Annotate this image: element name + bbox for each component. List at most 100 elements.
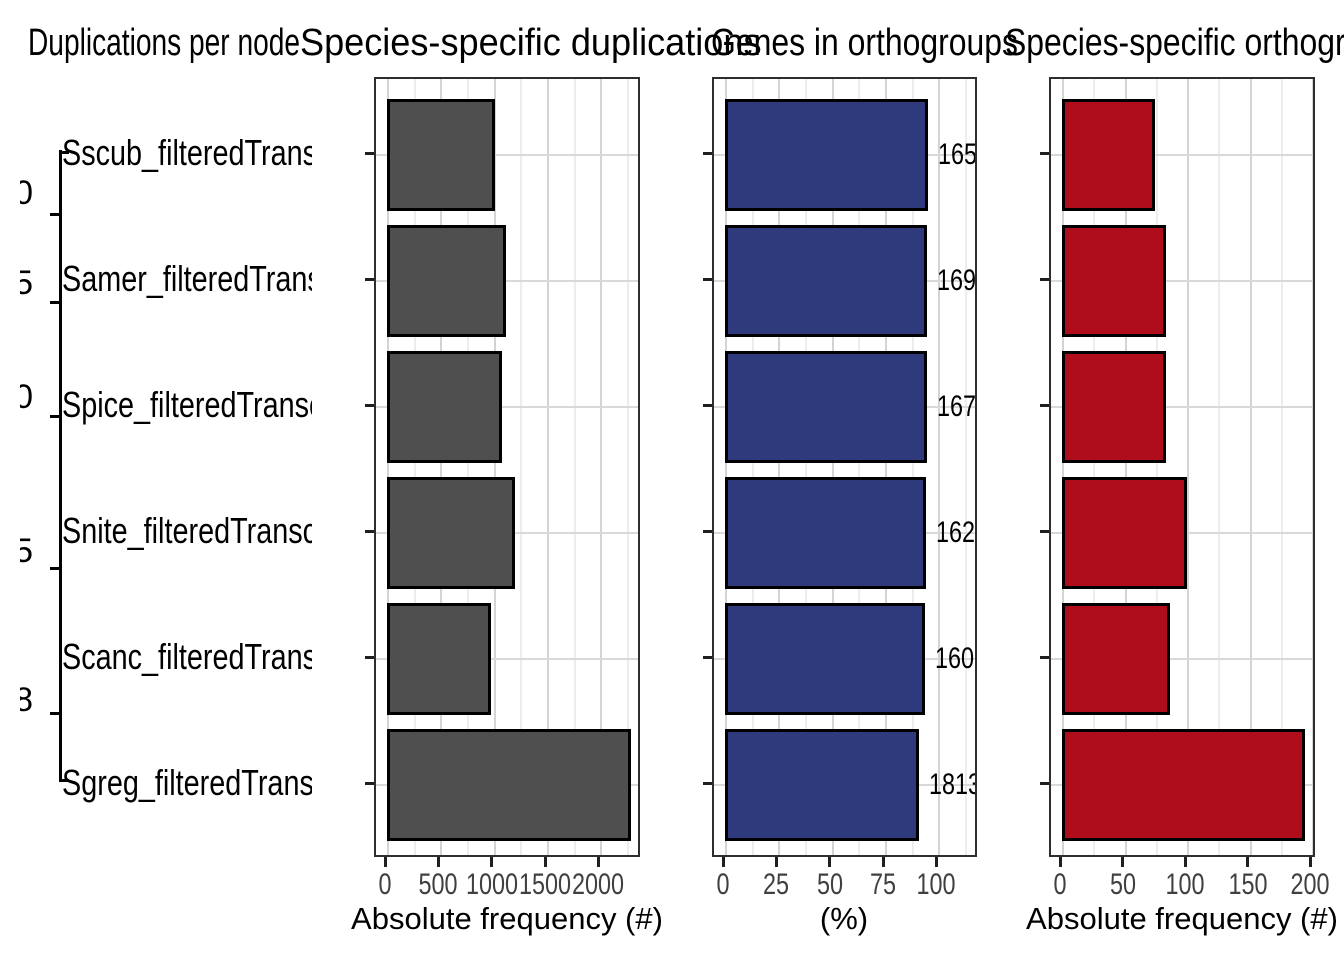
gridline-minor (858, 79, 861, 855)
panel-title-species-specific-duplications: Species-specific duplications (300, 22, 786, 64)
bar (1062, 99, 1155, 211)
species-label-text: Sscub_filteredTranscripts (62, 133, 312, 173)
gridline-major (1187, 79, 1189, 855)
x-tick (1058, 857, 1062, 867)
gridline-horizontal (1051, 280, 1313, 282)
bar-value-label: 162 (935, 516, 975, 549)
x-tick-label: 1500 (518, 868, 572, 901)
gridline-horizontal (1051, 154, 1313, 156)
tree-branch (50, 712, 60, 715)
x-tick-label: 200 (1290, 868, 1330, 901)
tree-branch (50, 567, 60, 570)
bar (725, 477, 926, 589)
bar (1062, 477, 1187, 589)
x-tick-label: 500 (418, 868, 458, 901)
gridline-major (885, 79, 888, 855)
tree-branch (60, 779, 69, 782)
gridline-minor (413, 79, 416, 855)
gridline-major (387, 79, 389, 855)
y-tick (703, 403, 712, 407)
tree-branch (50, 301, 60, 304)
y-tick (703, 655, 712, 659)
gridline-major (938, 79, 941, 855)
bar-value-label: 160 (934, 642, 975, 675)
panel-title-species-specific-orthogroups: Species-specific orthogroups (1005, 22, 1344, 64)
x-tick (1183, 857, 1187, 867)
gridline-minor (751, 79, 754, 855)
gridline-horizontal (376, 154, 638, 156)
species-label-text: Sgreg_filteredTranscripts (62, 763, 312, 803)
panel-genes-in-orthogroups: 165 169 167 162 160 1813 (712, 77, 977, 857)
gridline-major (1249, 79, 1252, 855)
gridline-minor (467, 79, 470, 855)
x-tick (1121, 857, 1124, 867)
tree-node-label: 0 (20, 378, 33, 416)
x-tick-label: 150 (1227, 868, 1268, 901)
tree-node-label: 5 (20, 264, 33, 302)
x-tick (828, 857, 832, 867)
y-tick (365, 655, 374, 659)
tree-trunk-line (59, 150, 62, 782)
tree-node-label: 8 (20, 681, 33, 719)
x-tick (1308, 857, 1312, 867)
species-label: Spice_filteredTranscripts (62, 385, 312, 425)
x-tick-label: 2000 (572, 868, 625, 901)
x-tick (383, 857, 387, 867)
y-tick (703, 781, 712, 785)
x-tick-label: 0 (378, 868, 392, 901)
bar-value-label: 167 (936, 390, 976, 423)
panel-title-text: Genes in orthogroups (711, 22, 1018, 64)
x-tick-label: 100 (916, 868, 956, 901)
gridline-horizontal (376, 658, 638, 660)
x-axis-title: Absolute frequency (#) (351, 901, 663, 936)
tree-node-label: 5 (20, 532, 33, 570)
bar (1062, 729, 1305, 841)
gridline-major (831, 79, 834, 855)
panel-title-text: Duplications per node (28, 22, 301, 64)
species-label: Snite_filteredTranscripts (62, 511, 312, 551)
bar-value-label: 169 (936, 264, 976, 297)
x-tick-label: 0 (1053, 868, 1067, 901)
x-tick (881, 857, 885, 867)
panel-duplications-per-node (374, 77, 640, 857)
gridline-minor (965, 79, 968, 855)
gridline-minor (805, 79, 808, 855)
x-tick (934, 857, 938, 867)
species-label: Samer_filteredTranscripts (62, 259, 312, 299)
gridline-horizontal (376, 280, 638, 282)
x-axis-title: (%) (819, 901, 869, 936)
panel-title-genes-in-orthogroups: Genes in orthogroups (711, 22, 1076, 64)
tree-branch (50, 415, 60, 418)
y-tick (365, 781, 374, 785)
gridline-major (1312, 79, 1313, 855)
gridline-major (1124, 79, 1127, 855)
bar-value-label: 165 (937, 138, 977, 171)
bar (387, 603, 491, 715)
bar (1062, 603, 1170, 715)
species-label: Sgreg_filteredTranscripts (62, 763, 312, 803)
y-tick (703, 277, 712, 281)
tree-branch (50, 213, 60, 216)
x-tick (596, 857, 600, 867)
species-label: Scanc_filteredTranscripts (62, 637, 312, 677)
tree-branch (60, 151, 69, 154)
species-label-text: Scanc_filteredTranscripts (62, 637, 312, 677)
bar (725, 603, 925, 715)
panel-title-duplications-per-node: Duplications per node (28, 22, 396, 64)
gridline-minor (573, 79, 576, 855)
x-tick-label: 50 (1109, 868, 1136, 901)
panel-title-text: Species-specific duplications (300, 22, 762, 64)
gridline-minor (1155, 79, 1158, 855)
gridline-horizontal (1051, 406, 1313, 408)
y-tick (1040, 403, 1049, 407)
x-tick (436, 857, 440, 867)
gridline-minor (520, 79, 523, 855)
bar (1062, 351, 1166, 463)
gridline-major (493, 79, 496, 855)
y-tick (365, 151, 374, 155)
species-label-text: Spice_filteredTranscripts (62, 385, 312, 425)
gridline-minor (1280, 79, 1283, 855)
gridline-minor (911, 79, 914, 855)
x-tick (774, 857, 778, 867)
